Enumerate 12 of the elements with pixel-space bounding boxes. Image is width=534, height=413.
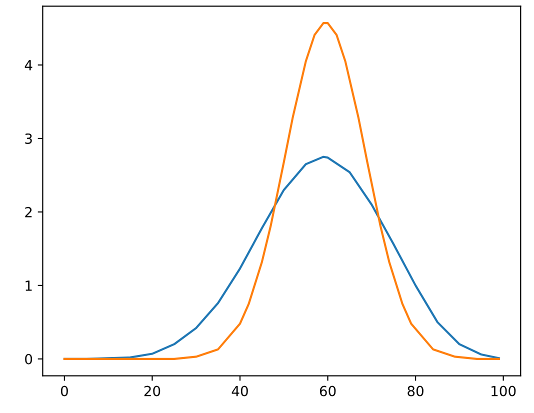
x-tick-label: 40 (232, 386, 248, 396)
x-tick-label: 100 (492, 386, 516, 396)
y-tick-label: 0 (25, 354, 32, 364)
y-tick-label: 4 (24, 60, 32, 70)
x-tick-label: 60 (320, 386, 336, 396)
y-tick-label: 3 (25, 133, 32, 144)
x-tick-label: 80 (408, 386, 424, 396)
y-tick-label: 2 (25, 206, 32, 218)
x-tick-label: 20 (144, 386, 160, 396)
y-tick-label: 1 (26, 280, 32, 291)
x-tick-label: 0 (60, 386, 68, 396)
line-series (63, 22, 500, 360)
